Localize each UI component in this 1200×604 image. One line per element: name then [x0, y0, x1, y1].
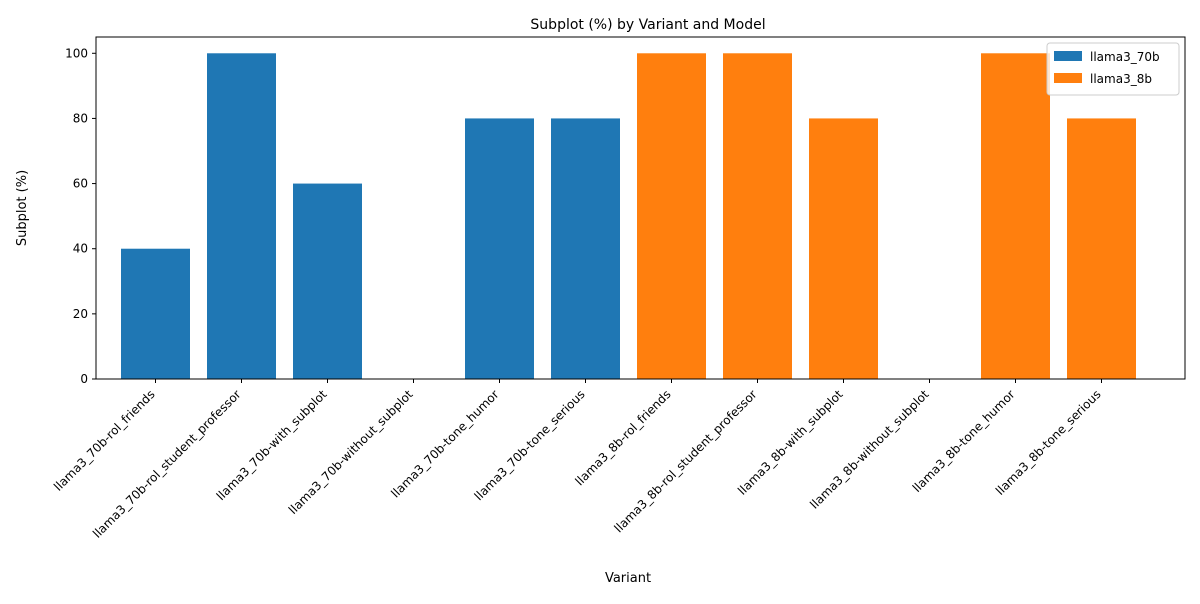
bar-llama3_8b-10: [981, 53, 1050, 380]
bar-llama3_70b-1: [207, 53, 276, 380]
y-tick-label: 100: [65, 46, 88, 60]
legend: llama3_70b llama3_8b: [1046, 42, 1180, 96]
legend-label-llama3_8b: llama3_8b: [1090, 72, 1152, 86]
bar-llama3_8b-8: [809, 118, 878, 379]
plot-frame: [95, 36, 1186, 380]
y-tick-label: 0: [80, 372, 88, 386]
bar-llama3_8b-7: [723, 53, 792, 380]
bar-llama3_70b-2: [293, 183, 362, 379]
bar-llama3_70b-0: [121, 248, 190, 379]
x-tick-label: llama3_70b-rol_friends: [51, 387, 158, 494]
bar-llama3_8b-6: [637, 53, 706, 380]
legend-swatch-llama3_70b: [1054, 51, 1082, 61]
x-axis: llama3_70b-rol_friendsllama3_70b-rol_stu…: [51, 379, 1104, 541]
x-tick-label: llama3_8b-rol_friends: [573, 387, 674, 488]
legend-swatch-llama3_8b: [1054, 73, 1082, 83]
y-tick-label: 60: [73, 177, 88, 191]
bars-group: [121, 53, 1136, 380]
bar-llama3_70b-4: [465, 118, 534, 379]
y-tick-label: 80: [73, 111, 88, 125]
chart-title: Subplot (%) by Variant and Model: [530, 17, 765, 33]
y-axis-label: Subplot (%): [15, 170, 30, 246]
x-tick-label: llama3_70b-rol_student_professor: [90, 387, 244, 541]
y-tick-label: 20: [73, 307, 88, 321]
legend-label-llama3_70b: llama3_70b: [1090, 50, 1160, 64]
y-axis: 0 20 40 60 80 100: [65, 46, 96, 386]
bar-llama3_70b-5: [551, 118, 620, 379]
x-axis-label: Variant: [605, 571, 651, 586]
bar-llama3_8b-11: [1067, 118, 1136, 379]
x-tick-label: llama3_8b-rol_student_professor: [611, 387, 759, 535]
y-tick-label: 40: [73, 242, 88, 256]
